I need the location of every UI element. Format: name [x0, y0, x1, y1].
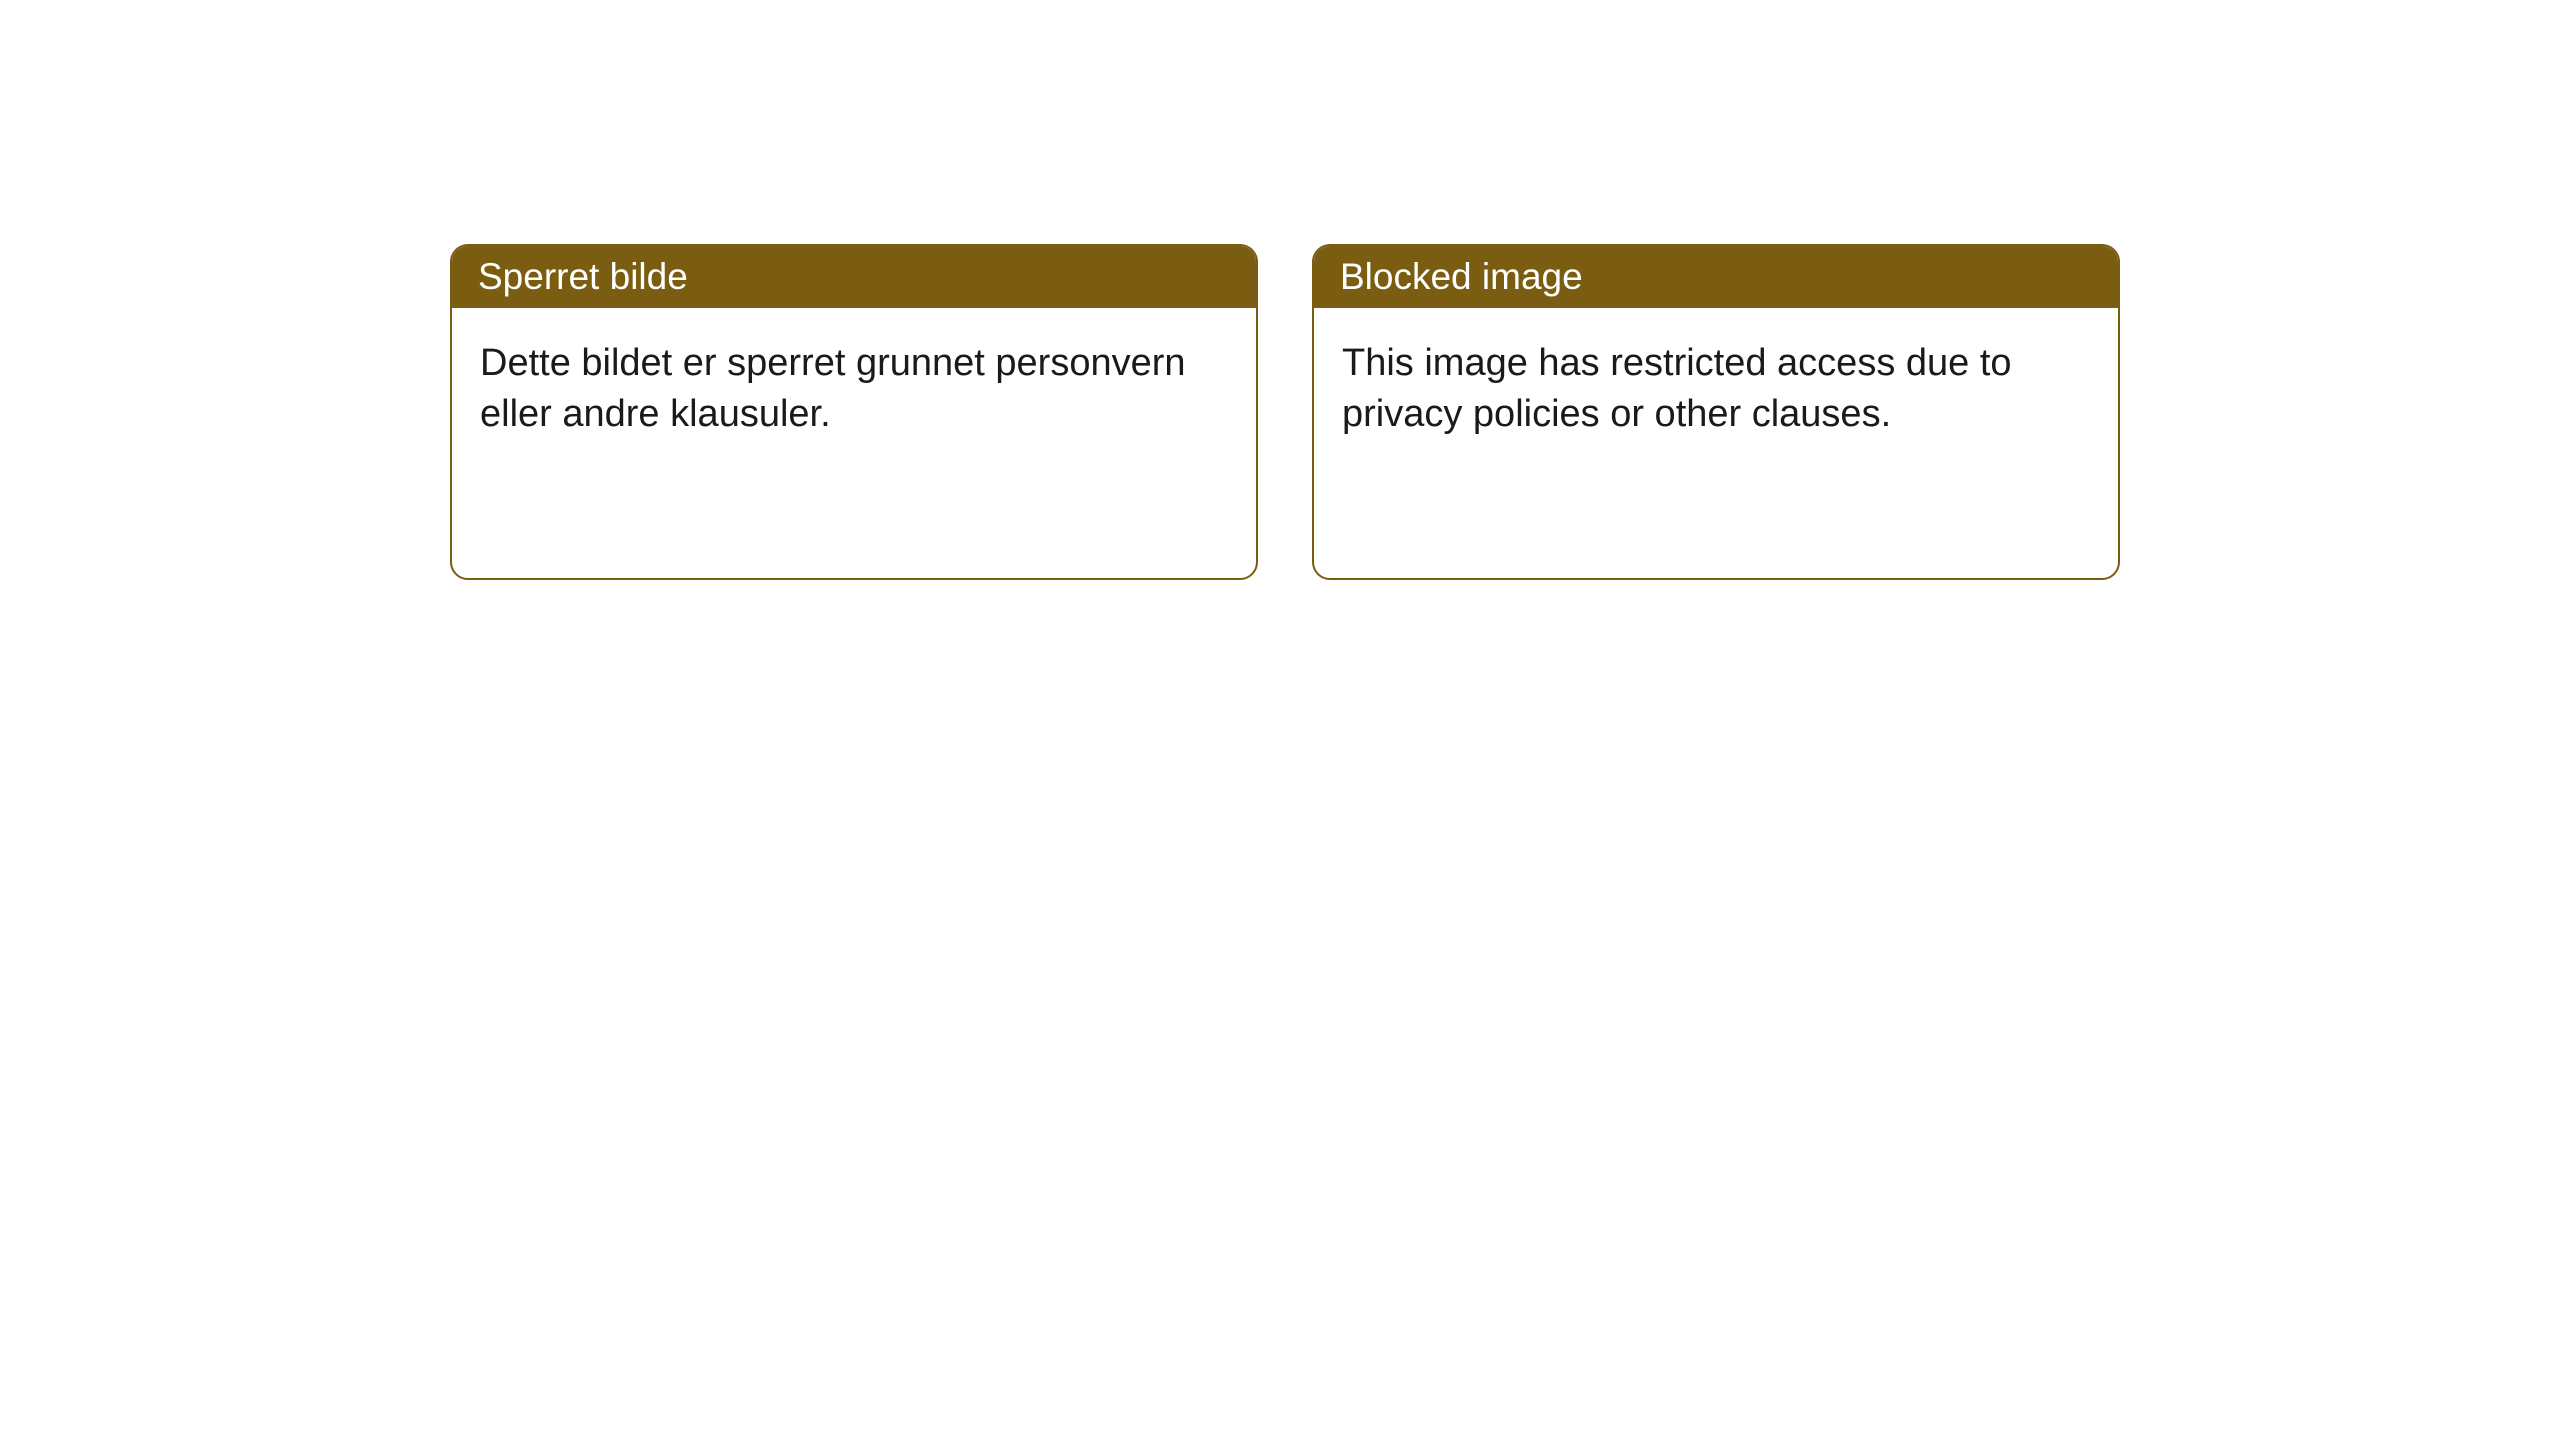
notice-body-text: This image has restricted access due to …	[1342, 342, 2012, 435]
notice-container: Sperret bilde Dette bildet er sperret gr…	[0, 0, 2560, 580]
notice-body-text: Dette bildet er sperret grunnet personve…	[480, 342, 1186, 435]
notice-header: Blocked image	[1314, 246, 2118, 308]
notice-body: Dette bildet er sperret grunnet personve…	[452, 308, 1256, 578]
notice-card-english: Blocked image This image has restricted …	[1312, 244, 2120, 580]
notice-card-norwegian: Sperret bilde Dette bildet er sperret gr…	[450, 244, 1258, 580]
notice-header: Sperret bilde	[452, 246, 1256, 308]
notice-title: Blocked image	[1340, 256, 1583, 297]
notice-body: This image has restricted access due to …	[1314, 308, 2118, 578]
notice-title: Sperret bilde	[478, 256, 688, 297]
